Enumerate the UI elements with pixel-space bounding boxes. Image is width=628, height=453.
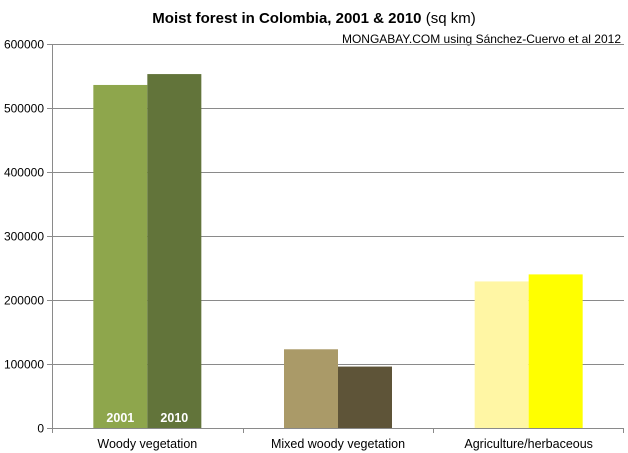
bar-series-label: 2010 <box>160 411 188 425</box>
y-tick-label: 400000 <box>4 166 44 180</box>
bar-mixed-woody-vegetation-2001 <box>284 349 338 428</box>
bar-agriculture-herbaceous-2010 <box>528 274 583 428</box>
x-category-label: Agriculture/herbaceous <box>464 437 593 451</box>
x-category-label: Woody vegetation <box>97 437 197 451</box>
y-axis: 0 100000 200000 300000 400000 500000 600000 <box>4 38 53 436</box>
chart-source-credit: MONGABAY.COM using Sánchez-Cuervo et al … <box>342 32 621 46</box>
bar-woody-vegetation-2001 <box>93 84 148 429</box>
bar-mixed-woody-vegetation-2010 <box>338 366 392 428</box>
y-tick-label: 200000 <box>4 294 44 308</box>
bar-series-label: 2001 <box>106 411 134 425</box>
y-tick-label: 600000 <box>4 38 44 52</box>
y-tick-label: 0 <box>37 422 44 436</box>
x-category-label: Mixed woody vegetation <box>271 437 405 451</box>
y-tick-label: 300000 <box>4 230 44 244</box>
bar-agriculture-herbaceous-2001 <box>474 281 529 428</box>
y-tick-label: 500000 <box>4 102 44 116</box>
chart-title: Moist forest in Colombia, 2001 & 2010 (s… <box>152 10 475 27</box>
chart-title-unit: (sq km) <box>426 10 476 27</box>
bar-series: 2001 2010 <box>93 74 583 429</box>
x-axis: Woody vegetation Mixed woody vegetation Ag… <box>52 428 624 451</box>
y-tick-label: 100000 <box>4 358 44 372</box>
bar-woody-vegetation-2010 <box>147 74 202 428</box>
chart-title-main: Moist forest in Colombia, 2001 & 2010 <box>152 10 421 27</box>
